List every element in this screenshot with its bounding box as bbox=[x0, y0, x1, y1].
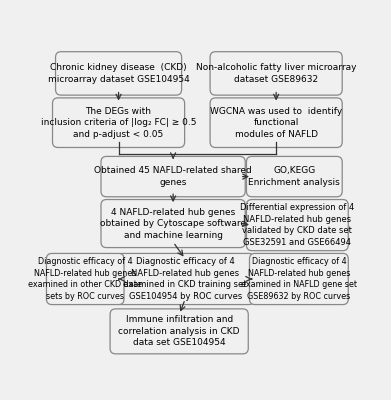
Text: Diagnostic efficacy of 4
NAFLD-related hub genes
examined in CKD training set
GS: Diagnostic efficacy of 4 NAFLD-related h… bbox=[124, 257, 247, 301]
FancyBboxPatch shape bbox=[246, 200, 348, 251]
FancyBboxPatch shape bbox=[110, 309, 248, 354]
Text: Diagnostic efficacy of 4
NAFLD-related hub genes
examined in NAFLD gene set
GSE8: Diagnostic efficacy of 4 NAFLD-related h… bbox=[241, 257, 357, 301]
FancyBboxPatch shape bbox=[210, 52, 342, 95]
FancyBboxPatch shape bbox=[246, 156, 342, 197]
Text: Chronic kidney disease  (CKD)
microarray dataset GSE104954: Chronic kidney disease (CKD) microarray … bbox=[48, 63, 190, 84]
Text: Non-alcoholic fatty liver microarray
dataset GSE89632: Non-alcoholic fatty liver microarray dat… bbox=[196, 63, 356, 84]
FancyBboxPatch shape bbox=[249, 254, 348, 304]
Text: 4 NAFLD-related hub genes
obtained by Cytoscape software
and machine learning: 4 NAFLD-related hub genes obtained by Cy… bbox=[100, 208, 246, 240]
Text: WGCNA was used to  identify
functional
modules of NAFLD: WGCNA was used to identify functional mo… bbox=[210, 107, 342, 139]
Text: Differential expression of 4
NAFLD-related hub genes
validated by CKD date set
G: Differential expression of 4 NAFLD-relat… bbox=[240, 204, 355, 247]
FancyBboxPatch shape bbox=[210, 98, 342, 148]
Text: Obtained 45 NAFLD-related shared
genes: Obtained 45 NAFLD-related shared genes bbox=[94, 166, 252, 187]
FancyBboxPatch shape bbox=[56, 52, 181, 95]
Text: Immune infiltration and
correlation analysis in CKD
data set GSE104954: Immune infiltration and correlation anal… bbox=[118, 316, 240, 347]
FancyBboxPatch shape bbox=[52, 98, 185, 148]
FancyBboxPatch shape bbox=[116, 254, 254, 304]
FancyBboxPatch shape bbox=[101, 200, 245, 248]
Text: GO,KEGG
Enrichment analysis: GO,KEGG Enrichment analysis bbox=[248, 166, 340, 187]
Text: Diagnostic efficacy of 4
NAFLD-related hub genes
examined in other CKD date
sets: Diagnostic efficacy of 4 NAFLD-related h… bbox=[28, 257, 142, 301]
FancyBboxPatch shape bbox=[47, 254, 124, 304]
Text: The DEGs with
inclusion criteria of |log₂ FC| ≥ 0.5
and p-adjust < 0.05: The DEGs with inclusion criteria of |log… bbox=[41, 107, 196, 139]
FancyBboxPatch shape bbox=[101, 156, 245, 197]
